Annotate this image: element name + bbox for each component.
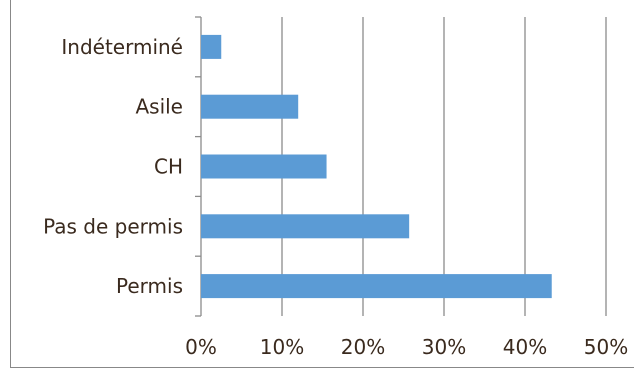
x-tick-label: 0% — [185, 335, 217, 359]
bar — [201, 94, 299, 119]
bar — [201, 34, 222, 59]
x-tick-label: 20% — [341, 335, 385, 359]
x-tick-label: 30% — [422, 335, 466, 359]
category-label: CH — [154, 155, 183, 179]
bar — [201, 214, 410, 239]
category-label: Indéterminé — [61, 35, 183, 59]
x-tick-label: 10% — [260, 335, 304, 359]
chart-frame — [10, 0, 634, 368]
category-label: Asile — [135, 95, 183, 119]
x-tick-label: 40% — [503, 335, 547, 359]
bar — [201, 274, 552, 299]
x-tick-label: 50% — [584, 335, 628, 359]
bar — [201, 154, 327, 179]
category-label: Permis — [116, 274, 183, 298]
bar-chart: 0% 10% 20% 30% 40% 50% Indéterminé Asile CH Pas d… — [43, 16, 628, 359]
category-label: Pas de permis — [43, 214, 183, 238]
